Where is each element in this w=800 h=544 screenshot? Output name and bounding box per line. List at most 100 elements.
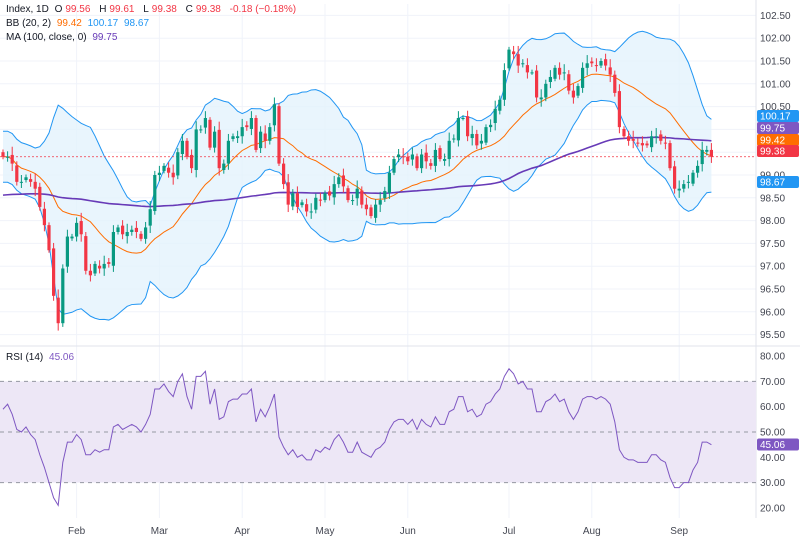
price-tick-label: 101.00 <box>760 79 791 90</box>
candle-body <box>443 159 447 161</box>
candle-body <box>650 136 654 148</box>
candle-body <box>378 200 382 205</box>
candle-body <box>351 200 355 202</box>
candle-body <box>167 167 171 173</box>
ma-legend: MA (100, close, 0) 99.75 <box>6 32 120 43</box>
candle-body <box>659 134 663 141</box>
candle-body <box>640 143 644 146</box>
candle-body <box>535 70 539 98</box>
candle-body <box>360 190 364 205</box>
time-tick-label: Jun <box>400 526 416 537</box>
candle-body <box>466 116 470 137</box>
candle-body <box>709 149 713 157</box>
rsi-tick-label: 70.00 <box>760 377 785 388</box>
rsi-tick-label: 80.00 <box>760 352 785 363</box>
candle-body <box>125 232 129 237</box>
candle-body <box>286 182 290 205</box>
candle-body <box>277 106 281 164</box>
candle-body <box>553 67 557 79</box>
candle-body <box>663 142 667 144</box>
candle-body <box>581 67 585 88</box>
candle-body <box>461 118 465 119</box>
candle-body <box>668 143 672 169</box>
candle-body <box>70 236 74 239</box>
candle-body <box>525 65 529 73</box>
price-tag-label: 100.17 <box>760 112 791 123</box>
candle-body <box>686 181 690 183</box>
main-legend: Index, 1D O 99.56 H 99.61 L 99.38 C 99.38 -0… <box>6 4 299 15</box>
candle-body <box>420 154 424 169</box>
candle-body <box>364 204 368 210</box>
bb-label: BB (20, 2) <box>6 18 52 29</box>
ma-label: MA (100, close, 0) <box>6 32 87 43</box>
bollinger-fill <box>3 31 712 321</box>
candle-body <box>590 61 594 64</box>
candle-body <box>111 232 115 266</box>
candle-body <box>397 154 401 158</box>
rsi-value: 45.06 <box>49 352 75 363</box>
rsi-legend: RSI (14) 45.06 <box>6 352 77 363</box>
candle-body <box>61 268 65 324</box>
candle-body <box>236 136 240 139</box>
price-tick-label: 98.00 <box>760 216 785 227</box>
candle-body <box>38 186 42 207</box>
candle-body <box>355 188 359 199</box>
legend-change: -0.18 (−0.18%) <box>229 4 297 15</box>
candle-body <box>291 193 295 207</box>
candle-body <box>470 133 474 139</box>
candle-body <box>493 108 497 124</box>
candle-body <box>516 54 520 66</box>
candle-body <box>52 248 56 296</box>
candle-body <box>585 63 589 68</box>
candle-body <box>604 59 608 66</box>
candle-body <box>429 163 433 166</box>
candle-body <box>282 163 286 185</box>
candle-body <box>98 265 102 269</box>
candle-body <box>107 262 111 264</box>
candle-body <box>447 140 451 160</box>
time-tick-label: Aug <box>583 526 601 537</box>
candle-body <box>415 156 419 169</box>
candle-body <box>548 76 552 82</box>
candle-body <box>226 140 230 164</box>
candle-body <box>148 209 152 226</box>
candle-body <box>222 163 226 170</box>
candle-body <box>696 165 700 173</box>
candle-body <box>79 221 83 235</box>
candle-body <box>374 204 378 218</box>
candle-body <box>231 136 235 139</box>
bollinger-upper-line <box>3 30 712 207</box>
candle-body <box>15 165 19 182</box>
candle-body <box>65 236 69 267</box>
candle-body <box>93 263 97 274</box>
candle-body <box>84 236 88 271</box>
candle-body <box>700 149 704 165</box>
candle-body <box>539 97 543 100</box>
candle-body <box>300 202 304 206</box>
candle-body <box>323 193 327 201</box>
bollinger-band-fill <box>3 31 712 321</box>
candle-body <box>654 136 658 138</box>
candle-body <box>6 156 10 158</box>
price-tag <box>757 110 799 122</box>
legend-open: O 99.56 <box>54 4 91 15</box>
candle-body <box>558 67 562 75</box>
candle-body <box>56 297 60 324</box>
candle-body <box>134 227 138 232</box>
candle-body <box>254 118 258 150</box>
price-tag-label: 99.75 <box>760 124 785 135</box>
candle-body <box>332 184 336 198</box>
candle-body <box>328 191 332 196</box>
time-tick-label: Apr <box>234 526 250 537</box>
candle-body <box>29 179 33 182</box>
candle-body <box>410 154 414 160</box>
rsi-tag <box>757 438 799 451</box>
candle-body <box>608 67 612 75</box>
candle-body <box>387 172 391 193</box>
candle-body <box>682 184 686 189</box>
candle-body <box>75 222 79 237</box>
rsi-tick-label: 20.00 <box>760 503 785 514</box>
candle-body <box>153 175 157 212</box>
bb-upper-value: 100.17 <box>87 18 119 29</box>
